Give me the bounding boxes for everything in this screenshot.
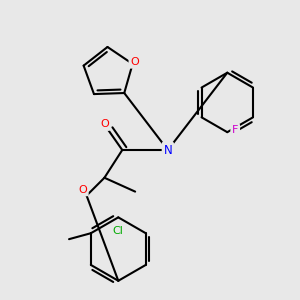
Text: O: O: [130, 57, 139, 67]
Text: F: F: [232, 125, 238, 135]
Text: O: O: [100, 119, 109, 129]
Text: N: N: [164, 143, 172, 157]
Text: O: O: [78, 184, 87, 195]
Text: Cl: Cl: [113, 226, 124, 236]
